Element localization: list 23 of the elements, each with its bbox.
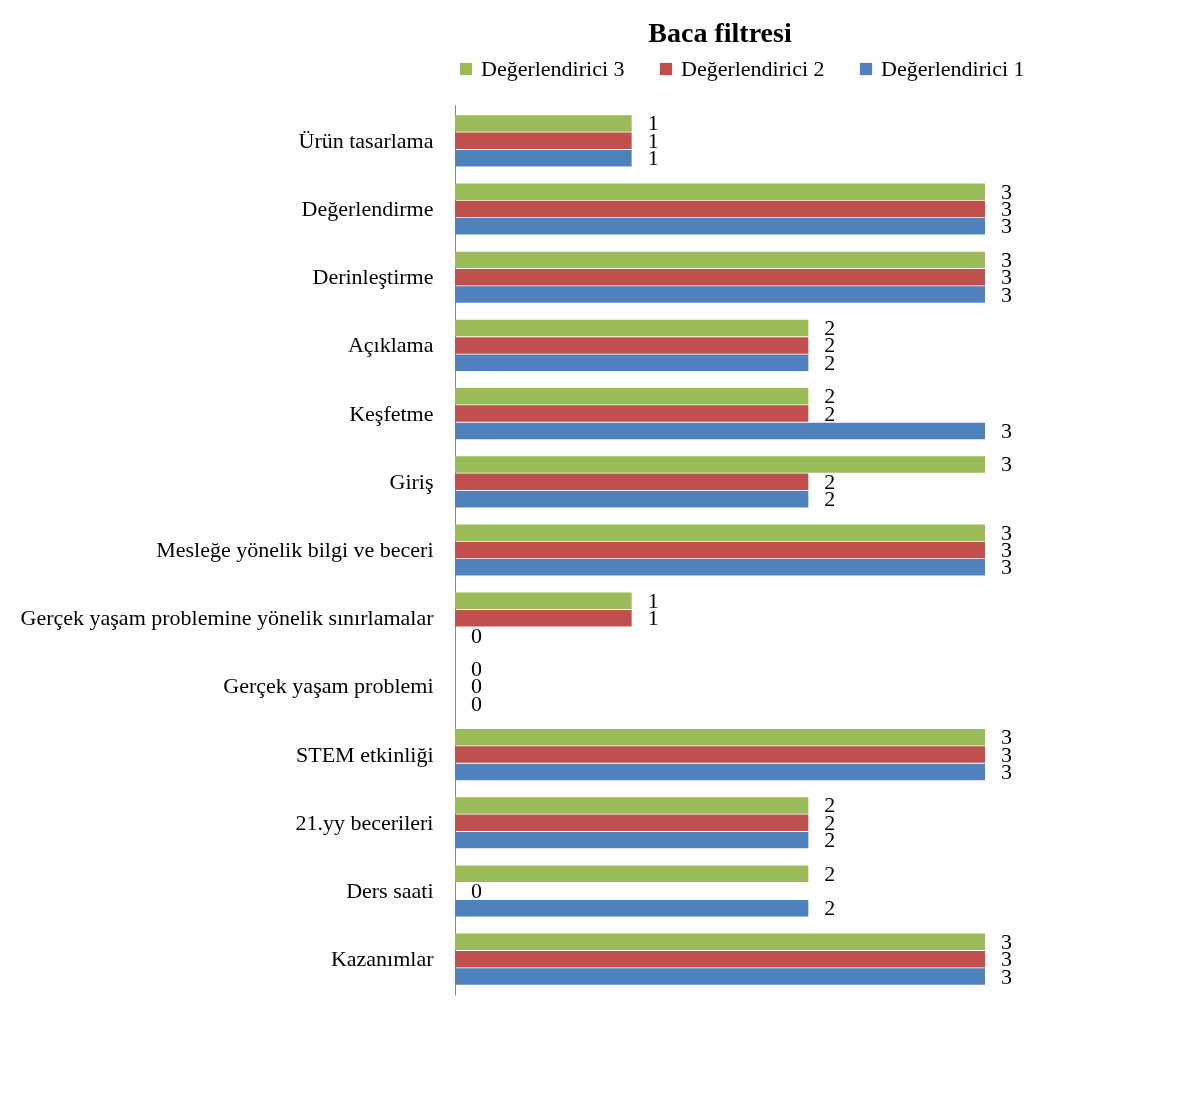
data-label: 2 [824, 860, 836, 886]
data-label: 3 [1001, 417, 1012, 443]
y-tick-label: Gerçek yaşam problemi [223, 673, 434, 699]
y-tick-label: STEM etkinliği [296, 741, 434, 767]
y-tick-label: Değerlendirme [301, 196, 434, 221]
legend-label: Değerlendirici 2 [681, 56, 825, 81]
y-tick-label: Giriş [389, 468, 434, 494]
y-tick-label: Kazanımlar [330, 946, 435, 972]
y-tick-label: Keşfetme [349, 400, 434, 426]
y-tick-label: 21.yy becerileri [295, 809, 434, 835]
y-tick-label: Derinleştirme [312, 264, 434, 290]
chart-title: Baca filtresi [648, 17, 792, 48]
legend-label: Değerlendirici 1 [881, 56, 1025, 81]
data-label: 0 [471, 622, 482, 648]
y-tick-label: Gerçek yaşam problemine yönelik sınırlamalar [20, 605, 435, 631]
y-tick-label: Mesleğe yönelik bilgi ve beceri [156, 537, 434, 562]
data-label: 2 [824, 895, 836, 921]
data-label: 3 [1001, 451, 1012, 477]
y-tick-label: Açıklama [347, 332, 434, 358]
legend-label: Değerlendirici 3 [481, 56, 625, 81]
y-tick-label: Ürün tasarlama [298, 127, 434, 153]
data-label: 0 [471, 878, 482, 903]
y-tick-label: Ders saati [346, 878, 434, 903]
